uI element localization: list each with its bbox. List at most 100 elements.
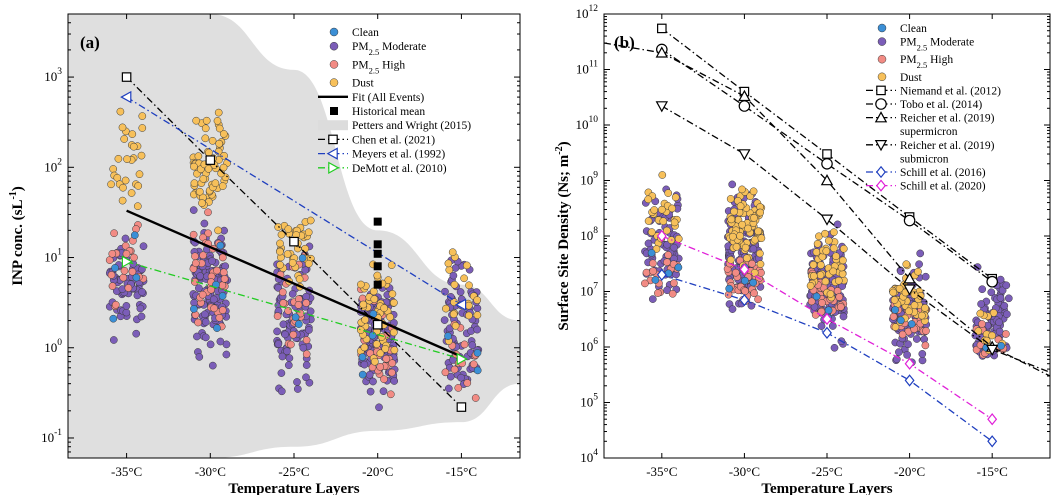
x-tick-label: -35°C xyxy=(646,464,677,479)
point-dust xyxy=(370,357,379,366)
point-clean xyxy=(749,278,758,287)
point-dust xyxy=(750,214,758,222)
point-pm2-5-high xyxy=(191,259,200,268)
point-pm2-5-high xyxy=(204,208,212,217)
point-pm2-5-high xyxy=(469,360,478,369)
point-pm2-5-moderate xyxy=(456,288,465,296)
point-dust xyxy=(754,227,763,236)
point-dust xyxy=(202,116,211,125)
point-dust xyxy=(732,243,741,251)
point-pm2-5-moderate xyxy=(977,300,985,308)
line-reicher-et-al-2019-submicron-marker xyxy=(903,284,916,296)
point-dust xyxy=(360,343,369,352)
point-clean xyxy=(473,349,482,357)
y-tick-label: 107 xyxy=(580,282,598,299)
point-dust xyxy=(750,268,759,277)
point-dust xyxy=(822,247,831,255)
point-pm2-5-moderate xyxy=(121,234,130,243)
point-dust xyxy=(824,236,833,245)
point-dust xyxy=(218,182,227,190)
y-tick-exponent: 1 xyxy=(57,248,62,258)
point-dust xyxy=(390,298,398,307)
point-dust xyxy=(644,217,653,225)
point-dust xyxy=(276,247,284,256)
point-pm2-5-high xyxy=(898,330,907,339)
point-pm2-5-moderate xyxy=(440,316,449,324)
legend-swatch xyxy=(329,78,339,87)
point-pm2-5-moderate xyxy=(122,308,131,317)
x-tick-label: -30°C xyxy=(729,464,760,479)
point-pm2-5-moderate xyxy=(473,304,482,313)
y-tick-label: 1011 xyxy=(576,60,598,77)
point-clean xyxy=(216,241,225,250)
point-dust xyxy=(829,267,838,276)
point-pm2-5-high xyxy=(191,252,199,261)
line-reicher-et-al-2019-submicron-marker xyxy=(655,101,669,113)
point-pm2-5-moderate xyxy=(277,387,286,396)
point-pm2-5-moderate xyxy=(987,288,996,297)
y-tick-exponent: 12 xyxy=(589,4,599,14)
y-tick-label: 105 xyxy=(580,393,598,410)
point-pm2-5-high xyxy=(204,229,212,238)
line-reicher-et-al-2019-supermicron-marker xyxy=(655,46,669,58)
point-pm2-5-moderate xyxy=(747,301,756,310)
point-pm2-5-high xyxy=(670,279,678,287)
point-pm2-5-moderate xyxy=(209,295,218,304)
point-dust xyxy=(816,271,825,279)
point-dust xyxy=(388,290,397,298)
point-dust xyxy=(356,326,365,334)
line-tobo-et-al-2014--marker xyxy=(986,275,998,288)
y-tick-base: 10 xyxy=(44,69,57,84)
point-pm2-5-moderate xyxy=(138,288,146,296)
y-tick-label: 109 xyxy=(580,171,598,188)
point-pm2-5-high xyxy=(218,281,227,290)
point-dust xyxy=(830,244,838,253)
point-clean xyxy=(294,320,303,328)
point-dust xyxy=(444,259,453,268)
point-dust xyxy=(806,281,815,290)
point-dust xyxy=(891,323,900,331)
point-dust xyxy=(743,254,751,263)
point-pm2-5-high xyxy=(302,336,311,344)
point-dust xyxy=(129,142,138,151)
point-dust xyxy=(658,205,666,214)
point-dust xyxy=(821,229,829,238)
plot-area xyxy=(604,23,1050,448)
point-pm2-5-high xyxy=(654,289,662,297)
text-span: PM xyxy=(900,54,917,66)
legend-marker xyxy=(876,85,886,96)
point-dust xyxy=(133,202,142,211)
point-pm2-5-high xyxy=(386,390,395,399)
point-clean xyxy=(111,264,119,272)
point-pm2-5-high xyxy=(108,282,117,290)
point-pm2-5-high xyxy=(128,267,137,276)
line-fit-all-events- xyxy=(126,209,462,358)
legend-swatch xyxy=(877,54,887,64)
point-pm2-5-moderate xyxy=(648,295,657,303)
point-pm2-5-high xyxy=(198,290,207,299)
y-tick-exponent: 7 xyxy=(593,282,598,292)
point-pm2-5-moderate xyxy=(302,361,311,369)
y-tick-label: 104 xyxy=(580,448,598,465)
legend-marker xyxy=(328,134,338,145)
y-label-close: ) xyxy=(556,141,572,146)
point-dust xyxy=(910,301,919,310)
point-dust xyxy=(199,175,208,183)
point-pm2-5-moderate xyxy=(196,272,205,280)
point-pm2-5-high xyxy=(122,250,131,258)
point-pm2-5-moderate xyxy=(283,347,291,356)
text-span: Dust xyxy=(352,78,375,90)
plot-area xyxy=(68,14,520,458)
point-clean xyxy=(358,370,367,379)
point-pm2-5-moderate xyxy=(1003,310,1011,319)
line-meyers-et-al-1992--marker xyxy=(454,298,467,311)
legend-label: Clean xyxy=(900,23,927,35)
legend-swatch xyxy=(877,72,887,82)
y-tick-label: 106 xyxy=(580,337,598,354)
x-tick-label: -25°C xyxy=(278,464,309,479)
historical-mean-marker xyxy=(373,217,382,226)
legend-label: PM2.5 High xyxy=(900,54,953,70)
y-tick-exponent: 6 xyxy=(593,337,598,347)
legend-marker xyxy=(874,140,888,152)
legend-label: Dust xyxy=(900,72,923,84)
